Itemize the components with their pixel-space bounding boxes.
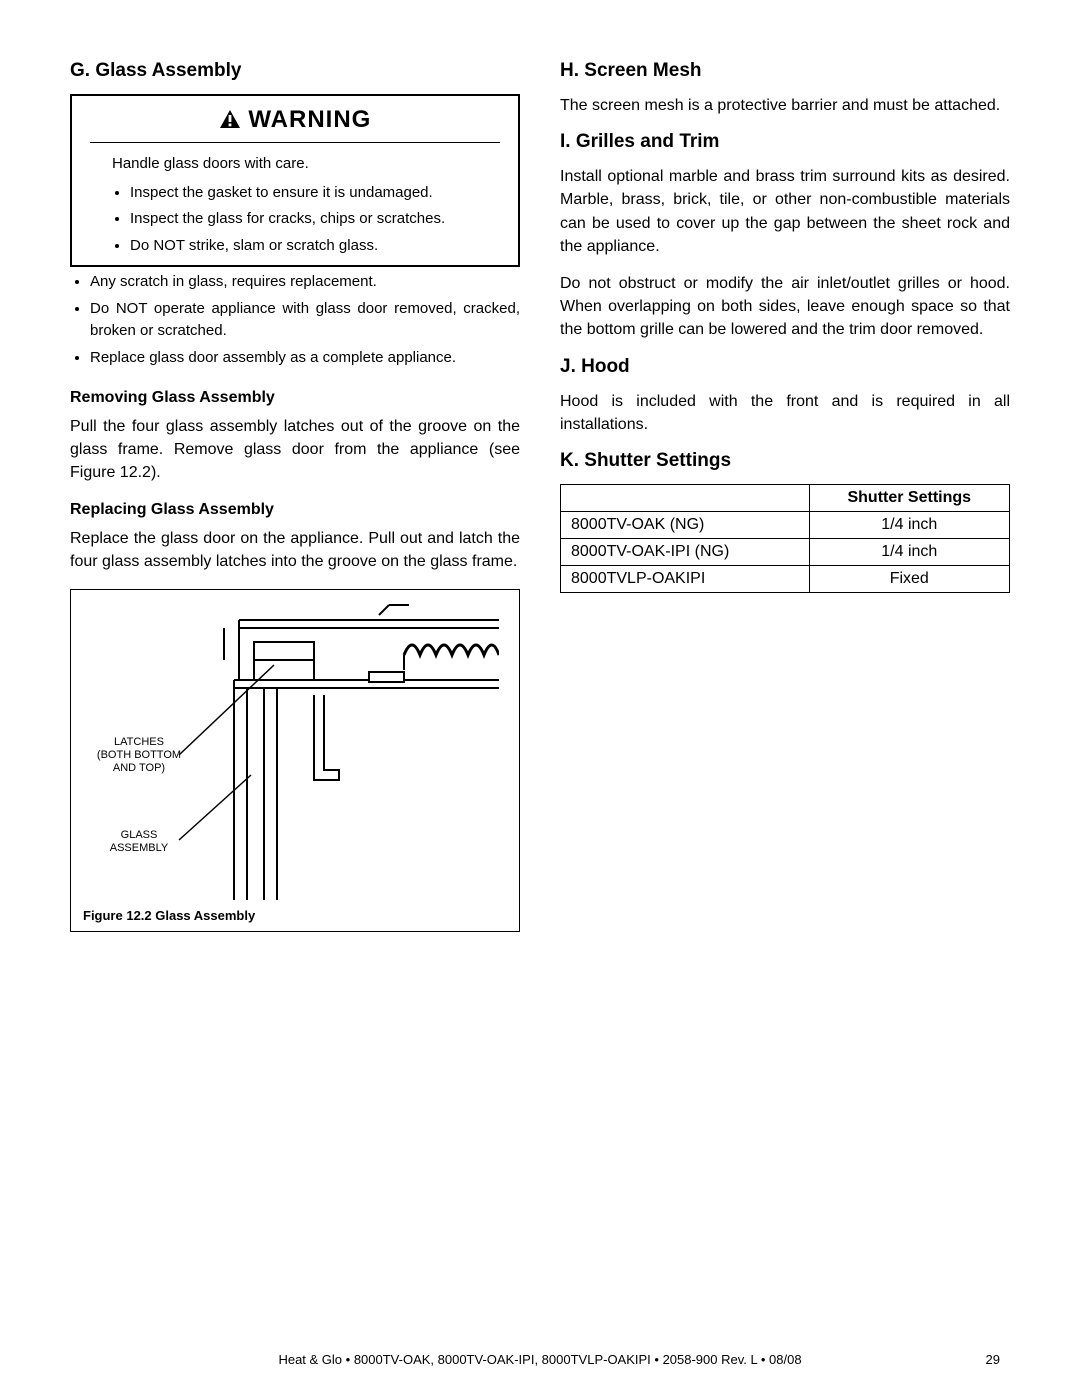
table-header-blank bbox=[561, 484, 810, 511]
warning-outer-list: Any scratch in glass, requires replaceme… bbox=[70, 271, 520, 369]
page-number: 29 bbox=[986, 1352, 1000, 1367]
warning-outer-bullet: Any scratch in glass, requires replaceme… bbox=[90, 271, 520, 294]
removing-text: Pull the four glass assembly latches out… bbox=[70, 415, 520, 485]
fig-label-latches2: (BOTH BOTTOM bbox=[97, 749, 181, 761]
table-row: 8000TV-OAK (NG) 1/4 inch bbox=[561, 511, 1010, 538]
section-h-title: H. Screen Mesh bbox=[560, 60, 1010, 82]
removing-heading: Removing Glass Assembly bbox=[70, 389, 520, 407]
table-cell-value: 1/4 inch bbox=[809, 538, 1009, 565]
warning-outer-wrap: WARNING Handle glass doors with care. In… bbox=[70, 94, 520, 369]
section-k-title: K. Shutter Settings bbox=[560, 450, 1010, 472]
page-footer: Heat & Glo • 8000TV-OAK, 8000TV-OAK-IPI,… bbox=[0, 1352, 1080, 1367]
warning-inner-bullet: Do NOT strike, slam or scratch glass. bbox=[130, 235, 498, 258]
fig-label-latches1: LATCHES bbox=[114, 736, 164, 748]
main-columns: G. Glass Assembly WARNING Handle glass d… bbox=[70, 60, 1010, 932]
section-i-p1: Install optional marble and brass trim s… bbox=[560, 165, 1010, 258]
fig-label-latches3: AND TOP) bbox=[113, 762, 165, 774]
shutter-table: Shutter Settings 8000TV-OAK (NG) 1/4 inc… bbox=[560, 484, 1010, 593]
table-header-row: Shutter Settings bbox=[561, 484, 1010, 511]
warning-body: Handle glass doors with care. Inspect th… bbox=[72, 143, 518, 265]
right-column: H. Screen Mesh The screen mesh is a prot… bbox=[560, 60, 1010, 932]
replacing-heading: Replacing Glass Assembly bbox=[70, 501, 520, 519]
warning-outer-bullet: Replace glass door assembly as a complet… bbox=[90, 347, 520, 370]
table-cell-model: 8000TV-OAK (NG) bbox=[561, 511, 810, 538]
section-j-text: Hood is included with the front and is r… bbox=[560, 390, 1010, 436]
section-i-p2: Do not obstruct or modify the air inlet/… bbox=[560, 272, 1010, 342]
warning-inner-bullet: Inspect the gasket to ensure it is undam… bbox=[130, 182, 498, 205]
section-h-text: The screen mesh is a protective barrier … bbox=[560, 94, 1010, 117]
left-column: G. Glass Assembly WARNING Handle glass d… bbox=[70, 60, 520, 932]
warning-label: WARNING bbox=[248, 106, 371, 133]
section-i-title: I. Grilles and Trim bbox=[560, 131, 1010, 153]
table-cell-value: 1/4 inch bbox=[809, 511, 1009, 538]
replacing-text: Replace the glass door on the appliance.… bbox=[70, 527, 520, 573]
warning-inner-bullet: Inspect the glass for cracks, chips or s… bbox=[130, 208, 498, 231]
section-j-title: J. Hood bbox=[560, 356, 1010, 378]
figure-caption: Figure 12.2 Glass Assembly bbox=[79, 908, 511, 923]
warning-box: WARNING Handle glass doors with care. In… bbox=[70, 94, 520, 267]
section-g-title: G. Glass Assembly bbox=[70, 60, 520, 82]
warning-icon bbox=[219, 106, 249, 133]
warning-outer-bullet: Do NOT operate appliance with glass door… bbox=[90, 298, 520, 343]
figure-box: LATCHES (BOTH BOTTOM AND TOP) GLASS ASSE… bbox=[70, 589, 520, 932]
table-cell-model: 8000TVLP-OAKIPI bbox=[561, 565, 810, 592]
warning-header: WARNING bbox=[90, 96, 500, 143]
warning-intro: Handle glass doors with care. bbox=[112, 153, 498, 176]
fig-label-glass1: GLASS bbox=[121, 829, 158, 841]
table-cell-model: 8000TV-OAK-IPI (NG) bbox=[561, 538, 810, 565]
fig-label-glass2: ASSEMBLY bbox=[110, 842, 169, 854]
warning-inner-list: Inspect the gasket to ensure it is undam… bbox=[112, 182, 498, 258]
figure-diagram: LATCHES (BOTH BOTTOM AND TOP) GLASS ASSE… bbox=[79, 600, 511, 900]
table-cell-value: Fixed bbox=[809, 565, 1009, 592]
table-header-settings: Shutter Settings bbox=[809, 484, 1009, 511]
table-row: 8000TV-OAK-IPI (NG) 1/4 inch bbox=[561, 538, 1010, 565]
table-row: 8000TVLP-OAKIPI Fixed bbox=[561, 565, 1010, 592]
